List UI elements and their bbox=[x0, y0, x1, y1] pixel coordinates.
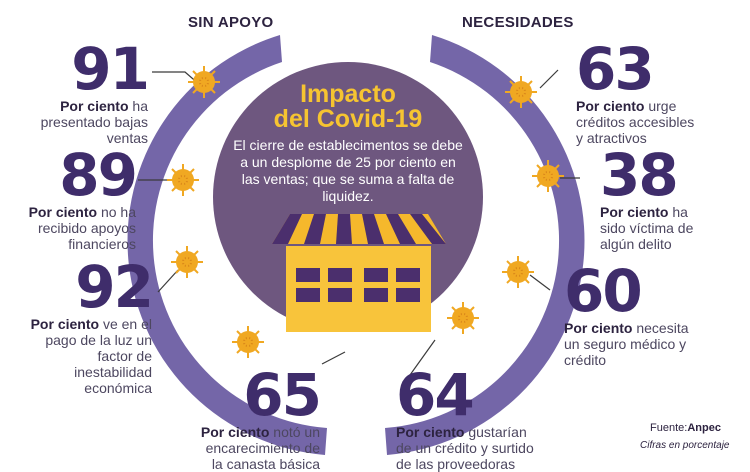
stat-desc: Por ciento urge créditos accesibles y at… bbox=[576, 98, 695, 146]
title-line-1: Impacto bbox=[300, 80, 396, 108]
stat-value: 89 bbox=[59, 141, 138, 209]
stat-desc: Por ciento notó un encarecimiento de la … bbox=[200, 424, 320, 472]
stat-desc: Por ciento necesita un seguro médico y c… bbox=[564, 320, 689, 368]
title-line-2: del Covid-19 bbox=[273, 105, 423, 133]
figures-note: Cifras en porcentaje bbox=[640, 440, 730, 451]
stat-desc: Por ciento gustarían de un crédito y sur… bbox=[396, 424, 534, 472]
stat-91: 91 Por ciento ha presentado bajas ventas bbox=[34, 35, 150, 146]
stat-value: 91 bbox=[71, 35, 150, 103]
stat-92: 92 Por ciento ve en el pago de la luz un… bbox=[22, 253, 154, 396]
virus-icon bbox=[532, 160, 564, 192]
stat-value: 92 bbox=[75, 253, 154, 321]
stat-value: 38 bbox=[600, 141, 679, 209]
stat-desc: Por ciento ve en el pago de la luz un fa… bbox=[30, 316, 152, 396]
virus-icon bbox=[171, 246, 203, 278]
header-necesidades: NECESIDADES bbox=[462, 14, 574, 31]
stat-89: 89 Por ciento no ha recibido apoyos fina… bbox=[28, 141, 138, 252]
virus-icon bbox=[505, 76, 537, 108]
stat-value: 63 bbox=[576, 35, 655, 103]
stat-desc: Por ciento no ha recibido apoyos financi… bbox=[28, 204, 136, 252]
virus-icon bbox=[167, 164, 199, 196]
header-sin-apoyo: SIN APOYO bbox=[188, 14, 274, 31]
source-label: Fuente: bbox=[650, 422, 688, 434]
virus-icon bbox=[188, 66, 220, 98]
stat-65: 65 Por ciento notó un encarecimiento de … bbox=[196, 361, 322, 472]
stat-value: 60 bbox=[564, 257, 643, 325]
center-title: Impacto del Covid-19 bbox=[213, 82, 483, 132]
virus-icons bbox=[167, 66, 564, 358]
source: Fuente:Anpec bbox=[650, 422, 721, 434]
stat-60: 60 Por ciento necesita un seguro médico … bbox=[564, 262, 704, 368]
virus-icon bbox=[447, 302, 479, 334]
stat-38: 38 Por ciento ha sido víctima de algún d… bbox=[600, 146, 708, 252]
ring bbox=[127, 35, 585, 455]
virus-icon bbox=[502, 256, 534, 288]
source-name: Anpec bbox=[687, 422, 721, 434]
virus-icon bbox=[232, 326, 264, 358]
stat-value: 65 bbox=[243, 361, 322, 429]
stat-63: 63 Por ciento urge créditos accesibles y… bbox=[576, 40, 702, 146]
stat-64: 64 Por ciento gustarían de un crédito y … bbox=[396, 366, 536, 472]
stat-value: 64 bbox=[396, 361, 475, 429]
center-text: El cierre de establecimentos se debe a u… bbox=[233, 137, 463, 204]
stat-desc: Por ciento ha presentado bajas ventas bbox=[40, 98, 148, 146]
stat-desc: Por ciento ha sido víctima de algún deli… bbox=[600, 204, 694, 252]
store-icon bbox=[272, 214, 446, 332]
